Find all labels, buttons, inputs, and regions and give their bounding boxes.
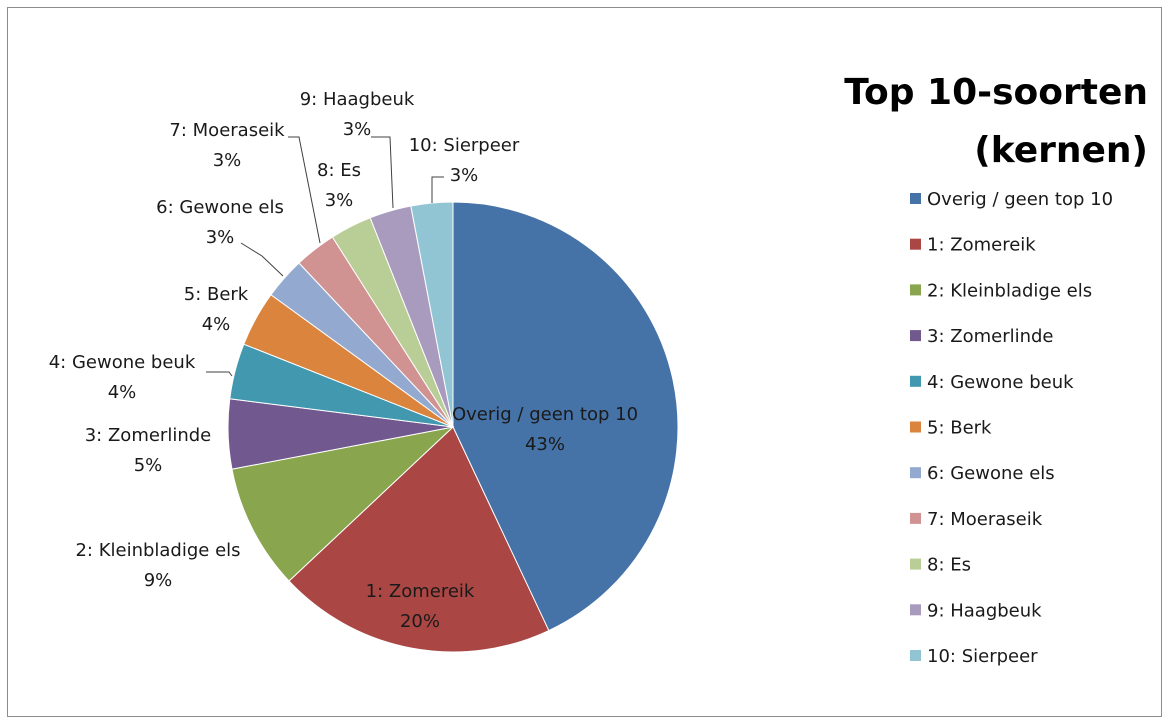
legend-label-10-sierpeer: 10: Sierpeer bbox=[927, 646, 1038, 667]
leader-line-3-zomerlinde bbox=[206, 371, 233, 377]
legend-swatch-4-gewone-beuk bbox=[910, 375, 921, 387]
data-label-4-gewone-beuk: 4: Gewone beuk 4% bbox=[49, 352, 196, 403]
legend-swatch-3-zomerlinde bbox=[910, 330, 921, 342]
leader-line-6-gewone-els bbox=[240, 242, 284, 277]
pie-slice-overig-geen-top-10 bbox=[452, 201, 679, 632]
legend-label-9-haagbeuk: 9: Haagbeuk bbox=[927, 600, 1042, 621]
legend-label-overig-geen-top-10: Overig / geen top 10 bbox=[927, 189, 1113, 210]
legend-label-4-gewone-beuk: 4: Gewone beuk bbox=[927, 372, 1074, 393]
legend: Overig / geen top 10 1: Zomereik 2: Kleinb… bbox=[910, 189, 1113, 667]
data-label-overig-geen-top-10: Overig / geen top 10 43% bbox=[452, 404, 638, 455]
legend-swatch-1-zomereik bbox=[910, 238, 921, 250]
legend-swatch-7-moeraseik bbox=[910, 512, 921, 524]
chart-title-line-1: Top 10-soorten bbox=[844, 72, 1148, 113]
legend-label-3-zomerlinde: 3: Zomerlinde bbox=[927, 326, 1054, 347]
legend-swatch-8-es bbox=[910, 558, 921, 570]
legend-label-2-kleinbladige-els: 2: Kleinbladige els bbox=[927, 280, 1092, 301]
pie-slice-2-kleinbladige-els bbox=[231, 426, 455, 582]
slices-layer bbox=[227, 201, 679, 653]
data-label-1-zomereik: 1: Zomereik 20% bbox=[366, 581, 475, 632]
pie-slice-1-zomereik bbox=[288, 426, 550, 653]
legend-label-7-moeraseik: 7: Moeraseik bbox=[927, 509, 1043, 530]
legend-label-8-es: 8: Es bbox=[927, 555, 971, 576]
legend-swatch-5-berk bbox=[910, 421, 921, 433]
data-label-8-es: 8: Es 3% bbox=[317, 160, 361, 211]
legend-label-5-berk: 5: Berk bbox=[927, 418, 992, 439]
leader-line-7-moeraseik bbox=[288, 136, 321, 244]
legend-swatch-2-kleinbladige-els bbox=[910, 284, 921, 296]
legend-label-6-gewone-els: 6: Gewone els bbox=[927, 463, 1055, 484]
leader-line-9-haagbeuk bbox=[371, 136, 394, 209]
data-label-10-sierpeer: 10: Sierpeer 3% bbox=[409, 135, 520, 186]
legend-swatch-6-gewone-els bbox=[910, 467, 921, 479]
data-label-2-kleinbladige-els: 2: Kleinbladige els 9% bbox=[75, 540, 240, 591]
leader-lines bbox=[206, 136, 444, 377]
data-label-6-gewone-els: 6: Gewone els 3% bbox=[156, 197, 284, 248]
data-label-7-moeraseik: 7: Moeraseik 3% bbox=[169, 120, 285, 171]
legend-swatch-9-haagbeuk bbox=[910, 604, 921, 616]
data-label-3-zomerlinde: 3: Zomerlinde 5% bbox=[85, 425, 212, 476]
data-label-9-haagbeuk: 9: Haagbeuk 3% bbox=[300, 89, 415, 140]
legend-swatch-overig-geen-top-10 bbox=[910, 193, 921, 204]
chart-title-line-2: (kernen) bbox=[974, 130, 1148, 171]
legend-label-1-zomereik: 1: Zomereik bbox=[927, 235, 1036, 256]
leader-line-10-sierpeer bbox=[431, 176, 444, 203]
data-label-5-berk: 5: Berk 4% bbox=[184, 284, 249, 335]
legend-swatch-10-sierpeer bbox=[910, 650, 921, 661]
data-labels: Overig / geen top 10 43% 1: Zomereik 20% 2: … bbox=[49, 89, 638, 632]
